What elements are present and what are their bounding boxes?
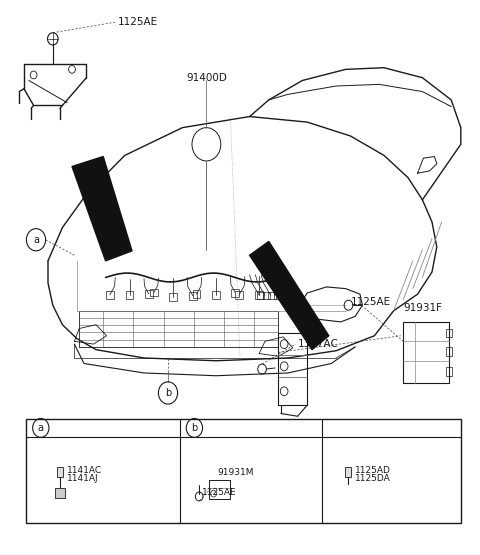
Text: 1327AC: 1327AC [298, 339, 338, 349]
Text: 91931F: 91931F [403, 303, 442, 313]
Text: a: a [33, 235, 39, 245]
Bar [169, 293, 177, 301]
Bar [446, 329, 452, 337]
Bar [126, 291, 133, 299]
Bar [57, 467, 63, 477]
Bar [345, 467, 351, 477]
Text: 1141AJ: 1141AJ [67, 473, 98, 483]
Text: a: a [38, 423, 44, 433]
Polygon shape [72, 157, 132, 261]
Text: 1141AC: 1141AC [67, 466, 102, 475]
Bar [257, 292, 264, 299]
Bar [274, 286, 282, 294]
Bar [263, 292, 270, 299]
Bar [268, 292, 276, 299]
Bar [280, 292, 287, 299]
Text: 91400D: 91400D [186, 73, 227, 83]
Bar [150, 289, 158, 296]
Text: 1125AE: 1125AE [350, 297, 391, 307]
Bar [145, 290, 153, 298]
Text: 1125AE: 1125AE [202, 488, 236, 497]
Bar [274, 292, 281, 299]
Bar [231, 289, 239, 296]
Polygon shape [250, 241, 329, 350]
Text: b: b [165, 388, 171, 398]
Text: b: b [191, 423, 198, 433]
Bar [55, 488, 65, 498]
Bar [446, 367, 452, 376]
Text: 1125DA: 1125DA [355, 473, 390, 483]
Text: 1125AD: 1125AD [355, 466, 391, 475]
Bar [446, 347, 452, 356]
Bar [189, 292, 197, 300]
Bar [106, 291, 114, 299]
Bar [212, 291, 220, 299]
Bar [255, 291, 263, 299]
Bar [209, 480, 230, 500]
Text: 1125AE: 1125AE [118, 17, 158, 27]
Bar [192, 290, 200, 298]
Bar [235, 291, 243, 299]
Bar [26, 419, 461, 523]
Text: 91931M: 91931M [217, 468, 253, 477]
